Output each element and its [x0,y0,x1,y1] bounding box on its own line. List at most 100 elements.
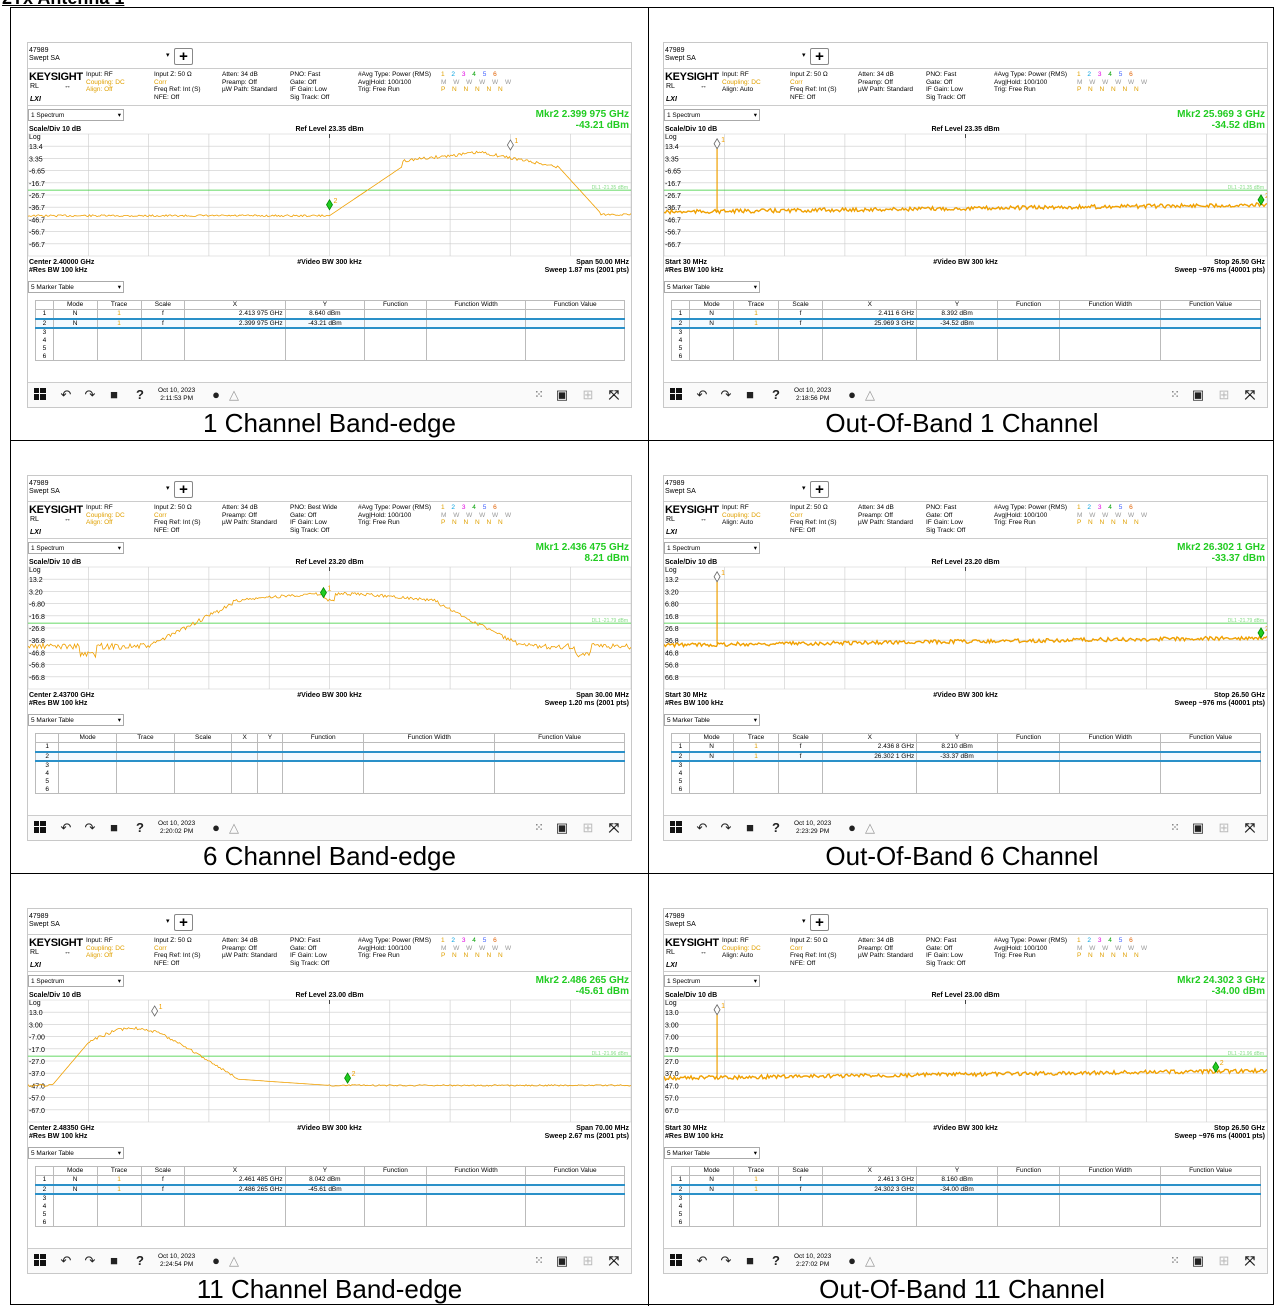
add-screen-button[interactable]: + [174,481,193,498]
input-settings[interactable]: Input: RF Coupling: DC Align: Off [86,937,125,960]
folder-icon[interactable]: ■ [110,820,118,835]
trace-indicators[interactable]: 1 2 3 4 5 6 M W W W W W P N N N N N [441,937,514,960]
spectrum-plot[interactable]: 13.2 3.20 6.80 16.8 26.8 36.8 46.8 56.8 66.8 DL1 … [664,566,1267,690]
trace-1-indicator[interactable]: 1 [441,504,452,511]
marker-row-3[interactable]: 3 [671,761,1261,770]
keypad-icon[interactable]: ⁙ [534,389,544,401]
trace-2-indicator[interactable]: 2 [1087,504,1098,511]
screen-dropdown-chevron-icon[interactable]: ▾ [802,918,806,925]
add-screen-button[interactable]: + [810,481,829,498]
pno-settings[interactable]: PNO: Best Wide Gate: Off IF Gain: Low Si… [290,504,337,534]
trace-5-indicator[interactable]: 5 [1118,504,1130,511]
marker-table-dropdown[interactable]: 5 Marker Table [664,714,760,726]
folder-icon[interactable]: ■ [746,1253,754,1268]
screen-dropdown-chevron-icon[interactable]: ▾ [802,485,806,492]
add-screen-button[interactable]: + [174,48,193,65]
marker-row-2[interactable]: 2 N 1 f 2.486 265 GHz -45.61 dBm [35,1183,625,1195]
column-header[interactable]: Function [364,1166,427,1176]
spectrum-plot[interactable]: 13.4 3.35 -6.65 -16.7 -26.7 -36.7 -46.7 -56.7 -6… [664,133,1267,257]
marker-row-5[interactable]: 5 [671,1210,1261,1219]
trace-5-indicator[interactable]: 5 [1118,937,1130,944]
column-header[interactable]: Scale [140,1166,186,1176]
fullscreen-icon[interactable]: ⤧ [608,387,620,402]
trace-6-indicator[interactable]: 6 [493,71,500,78]
marker-row-6[interactable]: 6 [671,1218,1261,1227]
column-header[interactable]: Y [284,1166,366,1176]
marker-row-5[interactable]: 5 [35,344,625,353]
add-screen-button[interactable]: + [174,914,193,931]
warning-icon[interactable]: △ [865,820,875,835]
column-header[interactable]: X [822,733,918,743]
screen-dropdown-chevron-icon[interactable]: ▾ [166,485,170,492]
window-layout-icon[interactable]: ⊞ [1218,387,1230,402]
column-header[interactable]: Y [284,300,366,310]
trace-indicators[interactable]: 1 2 3 4 5 6 M W W W W W P N N N N N [441,71,514,94]
spectrum-plot[interactable]: 13.4 3.35 -6.65 -16.7 -26.7 -36.7 -46.7 -56.7 -6… [28,133,631,257]
trace-4-indicator[interactable]: 4 [472,504,483,511]
column-header[interactable]: X [231,733,258,743]
avg-settings[interactable]: #Avg Type: Power (RMS) Avg|Hold: 100/100… [994,504,1067,527]
screen-selector[interactable]: 47989 Swept SA [29,47,60,63]
add-screen-button[interactable]: + [810,48,829,65]
marker-row-3[interactable]: 3 [35,328,625,337]
column-header[interactable] [671,733,690,743]
column-header[interactable]: Mode [688,300,735,310]
column-header[interactable] [35,300,54,310]
marker-row-1[interactable]: 1 N 1 f 2.461 3 GHz 8.160 dBm [671,1175,1261,1185]
keypad-icon[interactable]: ⁙ [534,1255,544,1267]
trace-1-indicator[interactable]: 1 [441,937,452,944]
warning-icon[interactable]: △ [865,1253,875,1268]
screen-selector[interactable]: 47989 Swept SA [29,480,60,496]
screen-selector[interactable]: 47989 Swept SA [665,913,696,929]
marker-row-3[interactable]: 3 [35,1194,625,1203]
redo-icon[interactable]: ↷ [720,387,732,402]
keypad-icon[interactable]: ⁙ [534,822,544,834]
trace-4-indicator[interactable]: 4 [472,937,483,944]
marker-row-1[interactable]: 1 N 1 f 2.436 8 GHz 8.210 dBm [671,742,1261,752]
warning-icon[interactable]: △ [229,387,239,402]
trace-3-indicator[interactable]: 3 [1097,937,1109,944]
trace-1-indicator[interactable]: 1 [1077,71,1088,78]
marker-row-1[interactable]: 1 N 1 f 2.413 975 GHz 8.640 dBm [35,309,625,319]
input-z-settings[interactable]: Input Z: 50 Ω Corr Freq Ref: Int (S) NFE… [790,71,837,101]
window-layout-icon[interactable]: ⊞ [1218,820,1230,835]
spectrum-window-dropdown[interactable]: 1 Spectrum [28,975,124,987]
message-icon[interactable]: ● [848,387,856,402]
keypad-icon[interactable]: ⁙ [1170,822,1180,834]
add-screen-button[interactable]: + [810,914,829,931]
column-header[interactable]: Function Value [1160,1166,1261,1176]
trace-6-indicator[interactable]: 6 [1129,937,1136,944]
screen-selector[interactable]: 47989 Swept SA [665,47,696,63]
marker-row-3[interactable]: 3 [34,761,625,770]
marker-row-4[interactable]: 4 [671,769,1261,778]
marker-row-3[interactable]: 3 [671,328,1261,337]
column-header[interactable]: Trace [96,300,142,310]
input-z-settings[interactable]: Input Z: 50 Ω Corr Freq Ref: Int (S) NFE… [154,937,201,967]
trace-1-indicator[interactable]: 1 [1077,937,1088,944]
screen-selector[interactable]: 47989 Swept SA [665,480,696,496]
marker-row-2[interactable]: 2 N 1 f 24.302 3 GHz -34.00 dBm [671,1183,1261,1195]
keypad-icon[interactable]: ⁙ [1170,389,1180,401]
avg-settings[interactable]: #Avg Type: Power (RMS) Avg|Hold: 100/100… [994,937,1067,960]
trace-3-indicator[interactable]: 3 [461,504,473,511]
spectrum-window-dropdown[interactable]: 1 Spectrum [664,542,760,554]
column-header[interactable]: Mode [52,1166,98,1176]
column-header[interactable]: Scale [140,300,186,310]
marker-row-2[interactable]: 2 N 1 f 2.399 975 GHz -43.21 dBm [35,317,625,329]
marker-row-3[interactable]: 3 [671,1194,1261,1203]
trace-2-indicator[interactable]: 2 [451,504,462,511]
trace-5-indicator[interactable]: 5 [482,71,494,78]
undo-icon[interactable]: ↶ [696,387,708,402]
trace-1-indicator[interactable]: 1 [441,71,452,78]
pno-settings[interactable]: PNO: Fast Gate: Off IF Gain: Low Sig Tra… [926,504,965,534]
marker-row-6[interactable]: 6 [35,352,625,361]
column-header[interactable]: Function Width [425,300,527,310]
spectrum-plot[interactable]: 13.0 3.00 -7.00 -17.0 -27.0 -37.0 -47.0 -57.0 -6… [28,999,631,1123]
help-icon[interactable]: ? [136,387,144,402]
column-header[interactable]: Function Width [1059,733,1162,743]
warning-icon[interactable]: △ [865,387,875,402]
marker-row-4[interactable]: 4 [34,769,625,778]
column-header[interactable]: Y [916,733,998,743]
trace-2-indicator[interactable]: 2 [451,71,462,78]
window-layout-icon[interactable]: ⊞ [582,387,594,402]
